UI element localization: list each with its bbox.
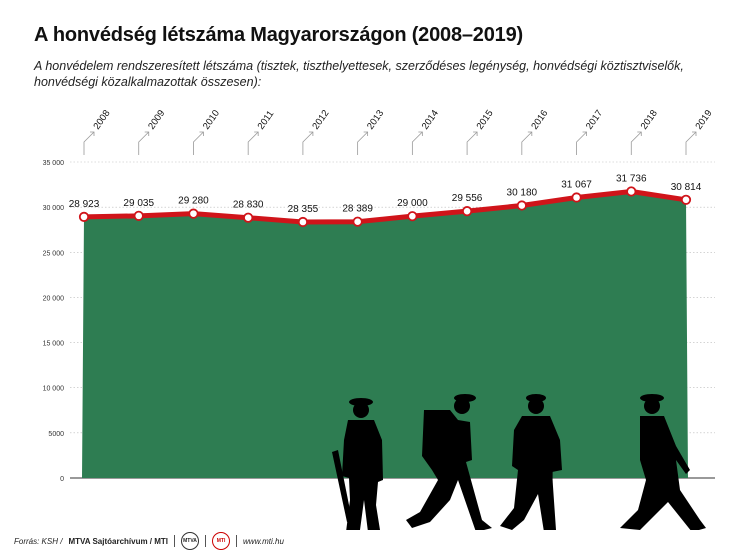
x-tick-label: 2016 — [529, 108, 550, 132]
footer-divider — [236, 535, 238, 547]
year-arrow — [411, 131, 423, 155]
year-arrow — [466, 131, 478, 155]
y-axis: 0 5000 10 000 15 000 20 000 25 000 30 000 35 00… — [43, 160, 65, 483]
area-series: 28 923 29 035 29 280 28 830 28 355 28 389 29 0… — [69, 173, 702, 479]
data-point — [461, 206, 473, 217]
mti-logo-icon: MTI — [212, 532, 231, 550]
y-tick-label: 20 000 — [43, 295, 65, 302]
data-label: 30 180 — [507, 188, 538, 199]
year-arrow — [357, 131, 368, 155]
data-label: 29 280 — [178, 196, 209, 207]
year-arrow — [521, 131, 533, 155]
year-arrow — [83, 131, 95, 155]
data-label: 31 067 — [561, 180, 592, 191]
year-arrow-head — [582, 131, 587, 136]
x-tick-label: 2013 — [365, 108, 386, 132]
year-arrow — [630, 131, 642, 155]
data-label: 30 814 — [671, 182, 702, 193]
data-label: 29 556 — [452, 193, 483, 204]
data-point — [516, 200, 527, 211]
y-tick-label: 25 000 — [43, 250, 65, 257]
y-tick-label: 15 000 — [43, 341, 65, 348]
y-tick-label: 10 000 — [43, 386, 65, 393]
data-point — [78, 211, 90, 222]
x-tick-label: 2018 — [639, 108, 660, 132]
data-point — [407, 211, 418, 222]
x-tick-label: 2009 — [146, 108, 167, 132]
data-label: 28 923 — [69, 199, 100, 210]
soldier-silhouettes — [332, 394, 706, 530]
footer-divider — [205, 535, 207, 547]
archive-credit: MTVA Sajtóarchívum / MTI — [68, 536, 169, 546]
chart-title: A honvédség létszáma Magyarországon (200… — [34, 24, 523, 46]
series-line — [83, 188, 687, 225]
year-labels: 2008 2009 2010 2011 2012 2013 2014 2015 2016 2017… — [83, 108, 715, 155]
year-arrow-head — [418, 131, 423, 136]
data-label: 31 736 — [616, 173, 647, 184]
soldier-silhouette — [332, 398, 383, 530]
year-arrow-head — [692, 131, 697, 136]
data-label: 28 355 — [288, 204, 319, 215]
year-arrow — [302, 131, 314, 155]
data-point — [352, 216, 363, 227]
data-point — [626, 186, 637, 197]
year-arrow — [193, 131, 204, 155]
year-arrow-head — [144, 131, 150, 136]
x-tick-label: 2019 — [693, 108, 714, 132]
chart-subtitle: A honvédelem rendszeresített létszáma (t… — [34, 59, 684, 89]
soldier-silhouette — [406, 394, 492, 530]
year-arrow-head — [637, 131, 642, 136]
x-tick-label: 2010 — [201, 108, 222, 132]
area-chart: 0 5000 10 000 15 000 20 000 25 000 30 000 35 00… — [43, 108, 715, 530]
year-arrow — [138, 131, 150, 155]
year-arrow-head — [308, 131, 314, 136]
year-arrow-head — [473, 131, 478, 136]
footer-divider — [174, 535, 176, 547]
year-arrow-head — [363, 131, 369, 136]
footer: Forrás: KSH / MTVA Sajtóarchívum / MTI M… — [14, 532, 284, 550]
x-tick-label: 2015 — [475, 108, 496, 132]
data-point — [297, 216, 309, 228]
mtva-logo-icon: MTVA — [181, 532, 200, 550]
year-arrow-head — [199, 131, 204, 136]
y-tick-label: 35 000 — [43, 160, 65, 167]
data-point — [243, 212, 254, 223]
data-point — [133, 210, 144, 221]
x-tick-label: 2012 — [310, 108, 331, 132]
x-tick-label: 2008 — [91, 108, 112, 132]
y-tick-label: 0 — [60, 476, 64, 483]
soldier-silhouette — [620, 394, 706, 530]
x-tick-label: 2017 — [584, 108, 605, 132]
year-arrow — [247, 131, 259, 155]
website-link[interactable]: www.mti.hu — [243, 536, 284, 546]
y-tick-label: 5000 — [48, 431, 64, 438]
year-arrow-head — [527, 131, 533, 136]
year-arrow-head — [90, 131, 95, 136]
source-label: Forrás: KSH / — [14, 536, 63, 546]
data-label: 29 000 — [397, 198, 428, 209]
area-fill — [82, 191, 688, 479]
data-point — [188, 208, 199, 219]
year-arrow — [576, 131, 587, 155]
data-label: 29 035 — [123, 198, 154, 209]
year-arrow-head — [254, 131, 259, 136]
data-label: 28 830 — [233, 200, 264, 211]
data-point — [680, 194, 692, 205]
data-point — [571, 192, 582, 203]
soldier-silhouette — [500, 394, 562, 530]
x-tick-label: 2011 — [256, 109, 277, 132]
year-arrow — [685, 131, 697, 155]
x-tick-label: 2014 — [420, 108, 441, 132]
y-tick-label: 30 000 — [43, 205, 65, 212]
data-label: 28 389 — [342, 204, 373, 215]
